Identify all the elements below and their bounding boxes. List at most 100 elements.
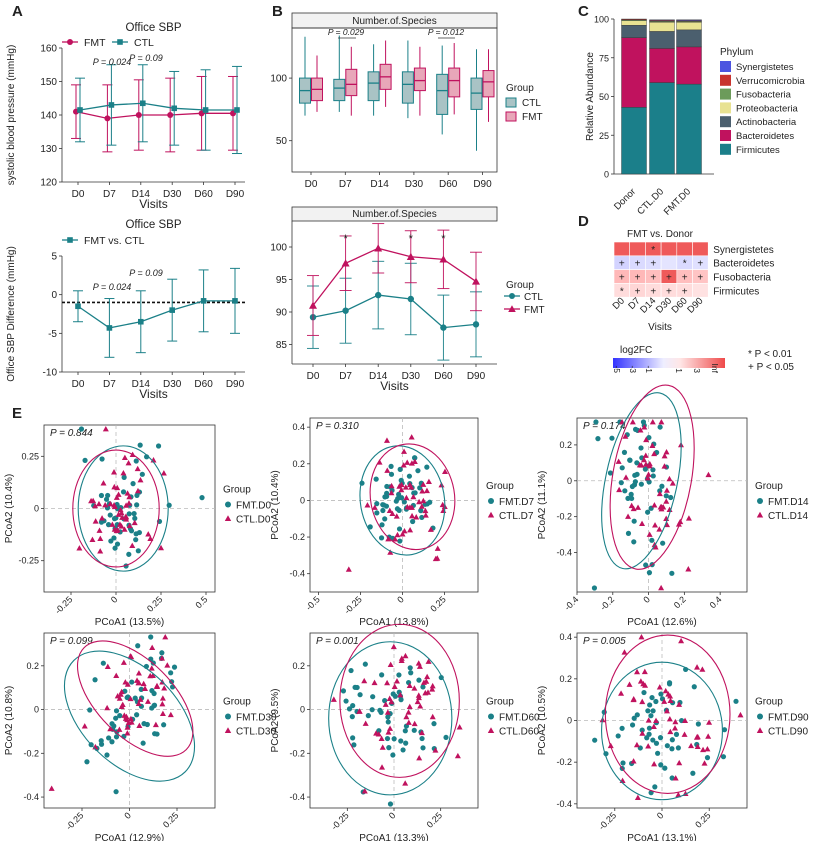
e3-point-fmt (625, 495, 631, 501)
e6-legend-fmt-label: FMT.D90 (768, 713, 809, 724)
e2-point-fmt (383, 503, 390, 509)
b2-point-ctl (472, 321, 480, 328)
e5-point-fmt (369, 707, 375, 713)
e4-ytick-label: 0 (34, 705, 39, 715)
e2-xtick-label: 0.25 (428, 594, 447, 613)
e5-point-ctl (397, 691, 404, 698)
e4-point-ctl (144, 698, 151, 704)
a1-point-ctl (234, 107, 240, 113)
e6-ytick-label: 0.2 (559, 674, 572, 684)
e3-point-ctl (641, 424, 648, 430)
e6-point-ctl (651, 761, 658, 767)
e6-xtick-label: 0.25 (693, 810, 712, 829)
e3-point-ctl (656, 526, 663, 532)
e2-point-fmt (388, 471, 395, 477)
e3-point-ctl (638, 462, 645, 468)
e4-point-fmt (117, 713, 123, 719)
d-heatmap-mark: + (619, 259, 625, 270)
e3-point-fmt (631, 518, 637, 524)
e3-point-ctl (657, 504, 664, 510)
e3-point-ctl (664, 521, 671, 528)
e4-point-fmt (87, 707, 93, 713)
e2-xtick-label: -0.5 (304, 594, 322, 612)
e1-point-ctl (134, 465, 141, 472)
e3-point-ctl (642, 452, 649, 458)
e5-confidence-ellipse (328, 641, 453, 796)
e1-confidence-ellipse (77, 445, 169, 572)
e1-ytick-label: -0.25 (18, 556, 39, 566)
a1-xlabel: Visits (139, 197, 167, 211)
e5-xtick-label: -0.25 (329, 810, 351, 832)
e5-point-ctl (391, 683, 398, 689)
e4-point-ctl (164, 662, 171, 668)
a2-legend-label: FMT vs. CTL (84, 235, 145, 247)
e6-legend-ctl-label: CTL.D90 (768, 727, 808, 738)
e4-point-ctl (162, 634, 169, 640)
e3-point-ctl (663, 498, 670, 504)
e3-point-ctl (622, 433, 629, 439)
e4-ylabel: PCoA2 (10.8%) (4, 686, 15, 755)
e4-point-fmt (141, 721, 147, 727)
e6-point-ctl (672, 718, 679, 725)
d-heatmap-cell (676, 241, 693, 257)
e3-point-ctl (658, 419, 665, 425)
e6-confidence-ellipse (601, 661, 723, 801)
e4-point-ctl (113, 672, 120, 679)
e3-point-ctl (646, 531, 653, 537)
e3-xtick-label: 0 (641, 594, 652, 605)
d-heatmap-mark: + (682, 286, 688, 297)
b1-box-CTL (333, 78, 346, 102)
e5-xlabel: PCoA1 (13.3%) (359, 833, 428, 841)
e3-point-fmt (649, 537, 655, 543)
c-bar-segment-actinobacteria (676, 29, 702, 48)
e5-point-ctl (425, 658, 432, 664)
e4-point-ctl (123, 713, 130, 719)
e6-point-ctl (667, 728, 674, 735)
e2-point-ctl (386, 507, 393, 513)
e6-point-fmt (691, 684, 697, 690)
e2-point-fmt (373, 476, 379, 482)
e4-point-fmt (168, 670, 174, 676)
e6-point-ctl (688, 742, 695, 749)
e1-p-value: P = 0.844 (50, 428, 93, 439)
e2-point-ctl (394, 531, 401, 538)
e3-point-fmt (638, 481, 644, 487)
e4-point-ctl (134, 677, 141, 683)
a1-xtick-label: D0 (72, 189, 85, 200)
e1-point-ctl (92, 502, 99, 509)
e5-point-ctl (362, 720, 369, 726)
e6-point-fmt (655, 750, 661, 756)
b2-ytick-label: 90 (276, 308, 288, 319)
e6-point-fmt (658, 691, 664, 697)
e1-point-fmt (134, 492, 140, 499)
c-ytick-label: 100 (594, 15, 609, 25)
e4-point-fmt (154, 731, 160, 737)
e4-confidence-ellipse (63, 650, 196, 782)
e1-point-ctl (109, 521, 116, 527)
a1-xtick-label: D14 (132, 189, 151, 200)
b2-ytick-label: 85 (276, 340, 288, 351)
e3-point-ctl (705, 471, 712, 478)
c-ytick-label: 0 (604, 170, 609, 180)
b1-xtick-label: D14 (370, 179, 389, 190)
e3-point-ctl (616, 486, 623, 493)
c-legend-key (720, 130, 731, 141)
e3-point-ctl (656, 490, 663, 497)
e6-point-ctl (694, 664, 701, 670)
e3-point-ctl (661, 452, 668, 459)
e6-point-fmt (657, 735, 664, 741)
e5-point-fmt (408, 670, 414, 676)
e5-point-fmt (400, 747, 406, 753)
e2-point-fmt (396, 526, 403, 532)
e2-point-ctl (385, 535, 392, 542)
e5-point-fmt (346, 706, 353, 712)
e2-point-ctl (410, 493, 417, 500)
d-legend-colorbar (613, 358, 725, 368)
e3-point-ctl (651, 502, 658, 508)
e1-point-ctl (122, 513, 129, 519)
e4-point-ctl (159, 695, 166, 701)
e2-ytick-label: 0.4 (292, 422, 305, 432)
e3-xlabel: PCoA1 (12.6%) (627, 617, 696, 628)
e1-point-ctl (124, 490, 131, 496)
